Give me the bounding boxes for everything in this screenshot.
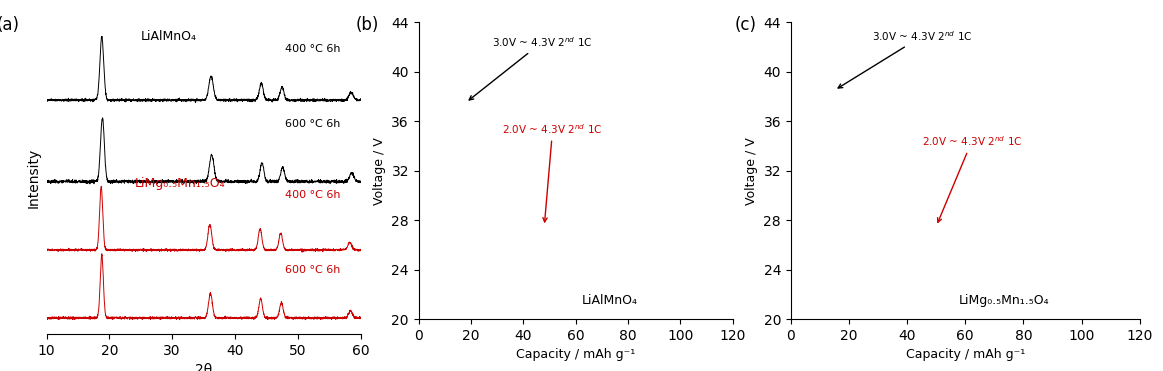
Text: 2.0V ~ 4.3V 2$^{nd}$ 1C: 2.0V ~ 4.3V 2$^{nd}$ 1C [502,122,602,222]
Text: 600 °C 6h: 600 °C 6h [285,119,341,129]
Text: 3.0V ~ 4.3V 2$^{nd}$ 1C: 3.0V ~ 4.3V 2$^{nd}$ 1C [469,35,592,100]
Text: (c): (c) [735,16,757,35]
X-axis label: Capacity / mAh g⁻¹: Capacity / mAh g⁻¹ [906,348,1025,361]
Y-axis label: Intensity: Intensity [27,148,41,208]
Text: LiAlMnO₄: LiAlMnO₄ [141,30,197,43]
X-axis label: Capacity / mAh g⁻¹: Capacity / mAh g⁻¹ [516,348,635,361]
Text: 400 °C 6h: 400 °C 6h [285,190,341,200]
Text: LiMg₀.₅Mn₁.₅O₄: LiMg₀.₅Mn₁.₅O₄ [958,294,1049,307]
Text: LiAlMnO₄: LiAlMnO₄ [582,294,638,307]
Text: 2.0V ~ 4.3V 2$^{nd}$ 1C: 2.0V ~ 4.3V 2$^{nd}$ 1C [921,134,1022,222]
Y-axis label: Voltage / V: Voltage / V [745,137,758,204]
Text: (b): (b) [356,16,379,35]
Text: (a): (a) [0,16,20,34]
X-axis label: 2θ: 2θ [195,363,212,371]
Y-axis label: Voltage / V: Voltage / V [373,137,386,204]
Text: LiMg₀.₅Mn₁.₅O₄: LiMg₀.₅Mn₁.₅O₄ [135,177,226,190]
Text: 600 °C 6h: 600 °C 6h [285,265,341,275]
Text: 400 °C 6h: 400 °C 6h [285,44,341,54]
Text: 3.0V ~ 4.3V 2$^{nd}$ 1C: 3.0V ~ 4.3V 2$^{nd}$ 1C [839,29,972,88]
